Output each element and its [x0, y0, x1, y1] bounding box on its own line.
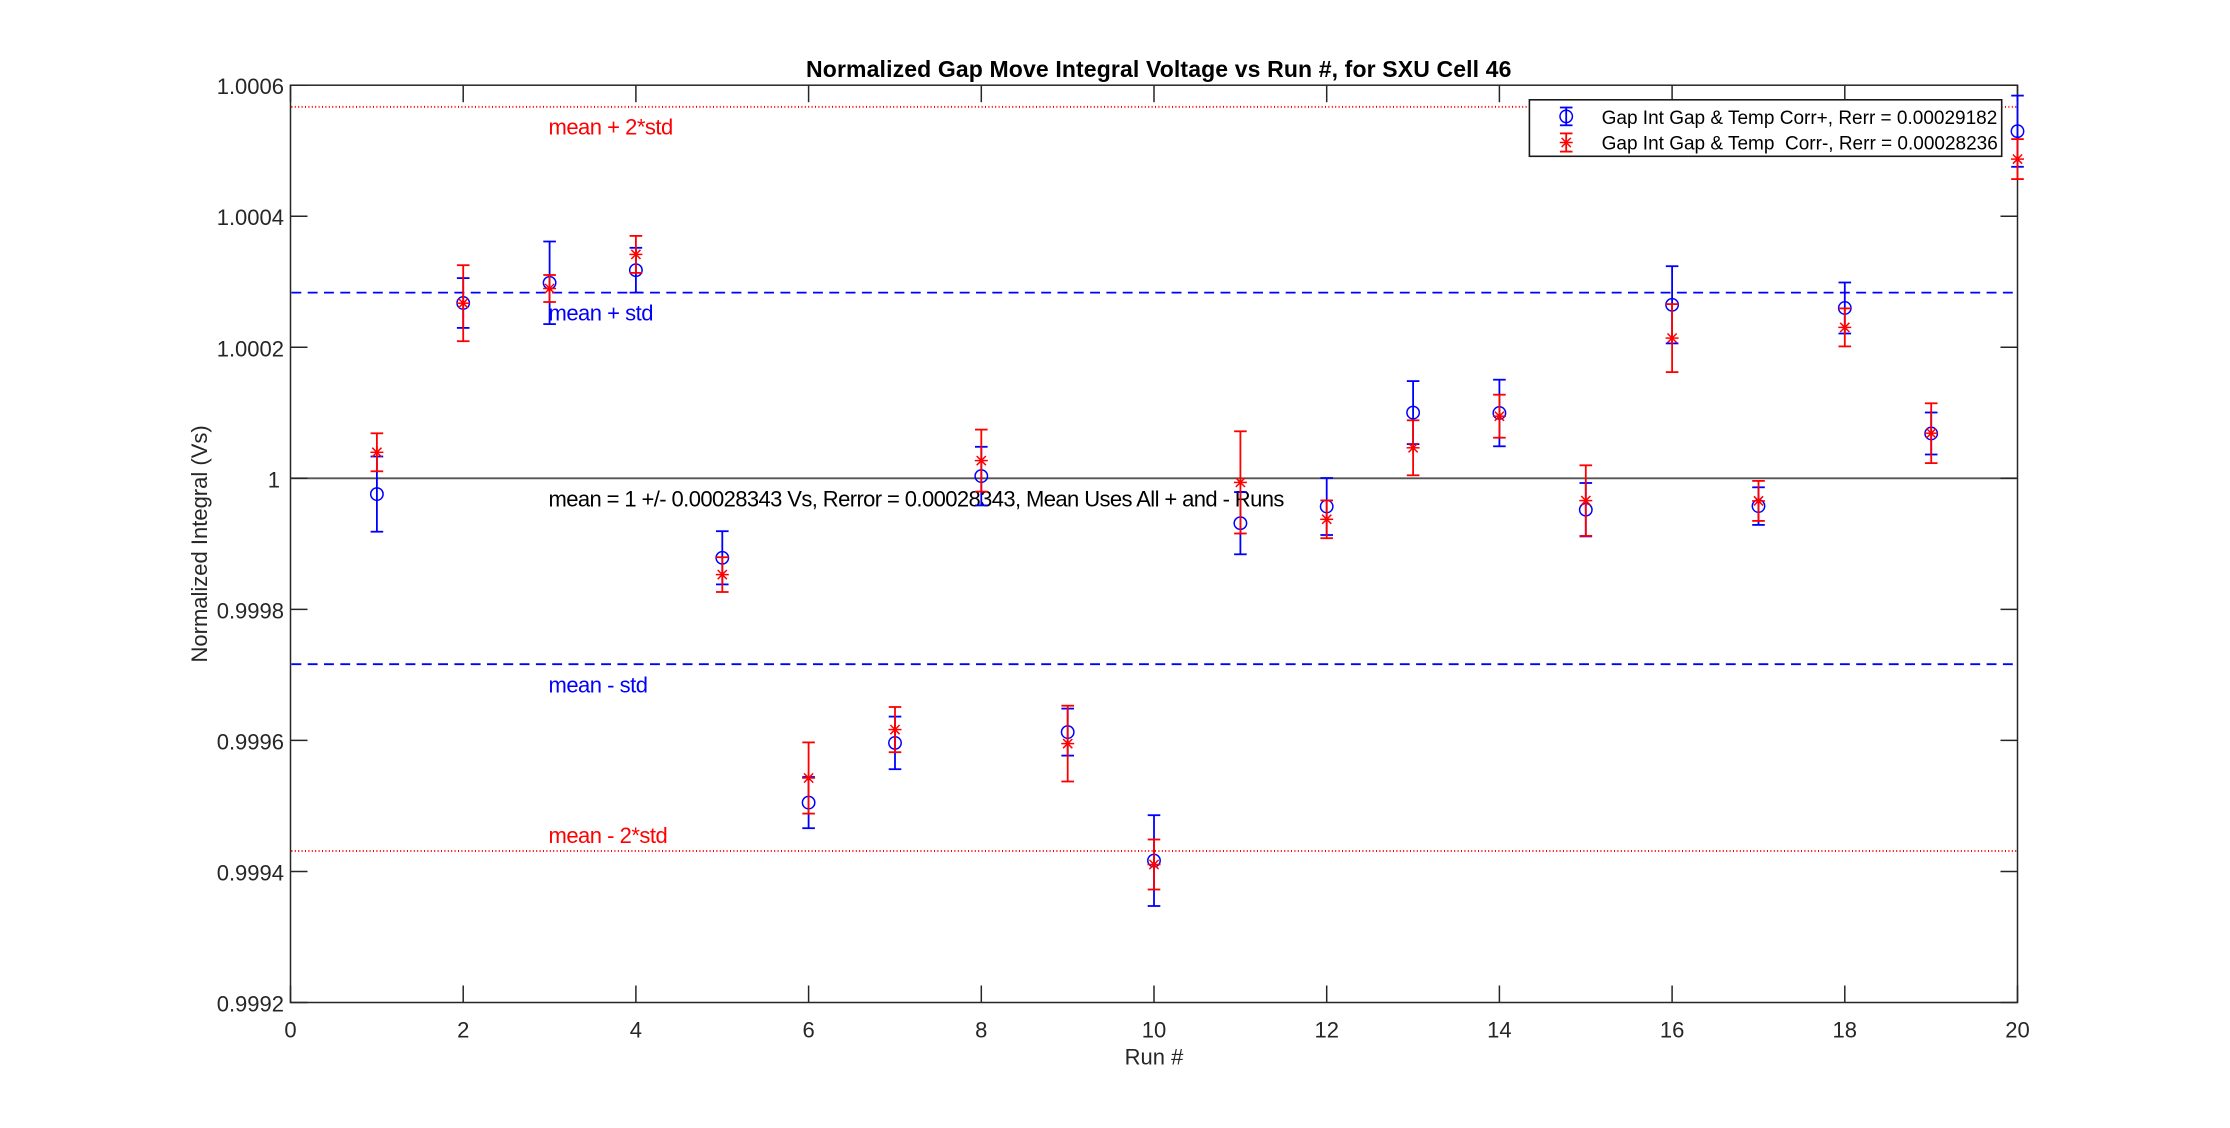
svg-text:0.9998: 0.9998: [217, 598, 284, 623]
svg-text:8: 8: [975, 1018, 987, 1043]
svg-text:Run #: Run #: [1125, 1045, 1184, 1070]
svg-text:18: 18: [1833, 1018, 1857, 1043]
svg-text:mean - 2*std: mean - 2*std: [549, 823, 668, 848]
svg-text:6: 6: [802, 1018, 814, 1043]
svg-text:mean = 1 +/- 0.00028343 Vs, Re: mean = 1 +/- 0.00028343 Vs, Rerror = 0.0…: [549, 486, 1285, 511]
svg-text:2: 2: [457, 1018, 469, 1043]
svg-text:1: 1: [268, 467, 280, 492]
svg-text:mean + 2*std: mean + 2*std: [549, 115, 673, 140]
svg-text:12: 12: [1314, 1018, 1338, 1043]
svg-text:Gap Int Gap & Temp Corr-, Rer: Gap Int Gap & Temp Corr-, Rerr = 0.00028…: [1602, 133, 1998, 154]
svg-text:20: 20: [2005, 1018, 2029, 1043]
svg-text:0.9992: 0.9992: [217, 992, 284, 1017]
svg-text:mean - std: mean - std: [549, 672, 648, 697]
svg-text:10: 10: [1142, 1018, 1166, 1043]
svg-text:Normalized Gap Move Integral V: Normalized Gap Move Integral Voltage vs …: [806, 56, 1511, 82]
svg-text:1.0004: 1.0004: [217, 205, 284, 230]
svg-text:Normalized Integral (Vs): Normalized Integral (Vs): [187, 425, 212, 662]
svg-text:0.9996: 0.9996: [217, 729, 284, 754]
svg-text:1.0006: 1.0006: [217, 74, 284, 99]
svg-text:4: 4: [630, 1018, 642, 1043]
svg-text:1.0002: 1.0002: [217, 336, 284, 361]
svg-text:mean + std: mean + std: [549, 301, 653, 326]
svg-text:Gap Int Gap & Temp Corr+, Rerr: Gap Int Gap & Temp Corr+, Rerr = 0.00029…: [1602, 108, 1998, 129]
svg-text:14: 14: [1487, 1018, 1511, 1043]
svg-text:0: 0: [284, 1018, 296, 1043]
svg-text:0.9994: 0.9994: [217, 861, 284, 886]
svg-text:16: 16: [1660, 1018, 1684, 1043]
